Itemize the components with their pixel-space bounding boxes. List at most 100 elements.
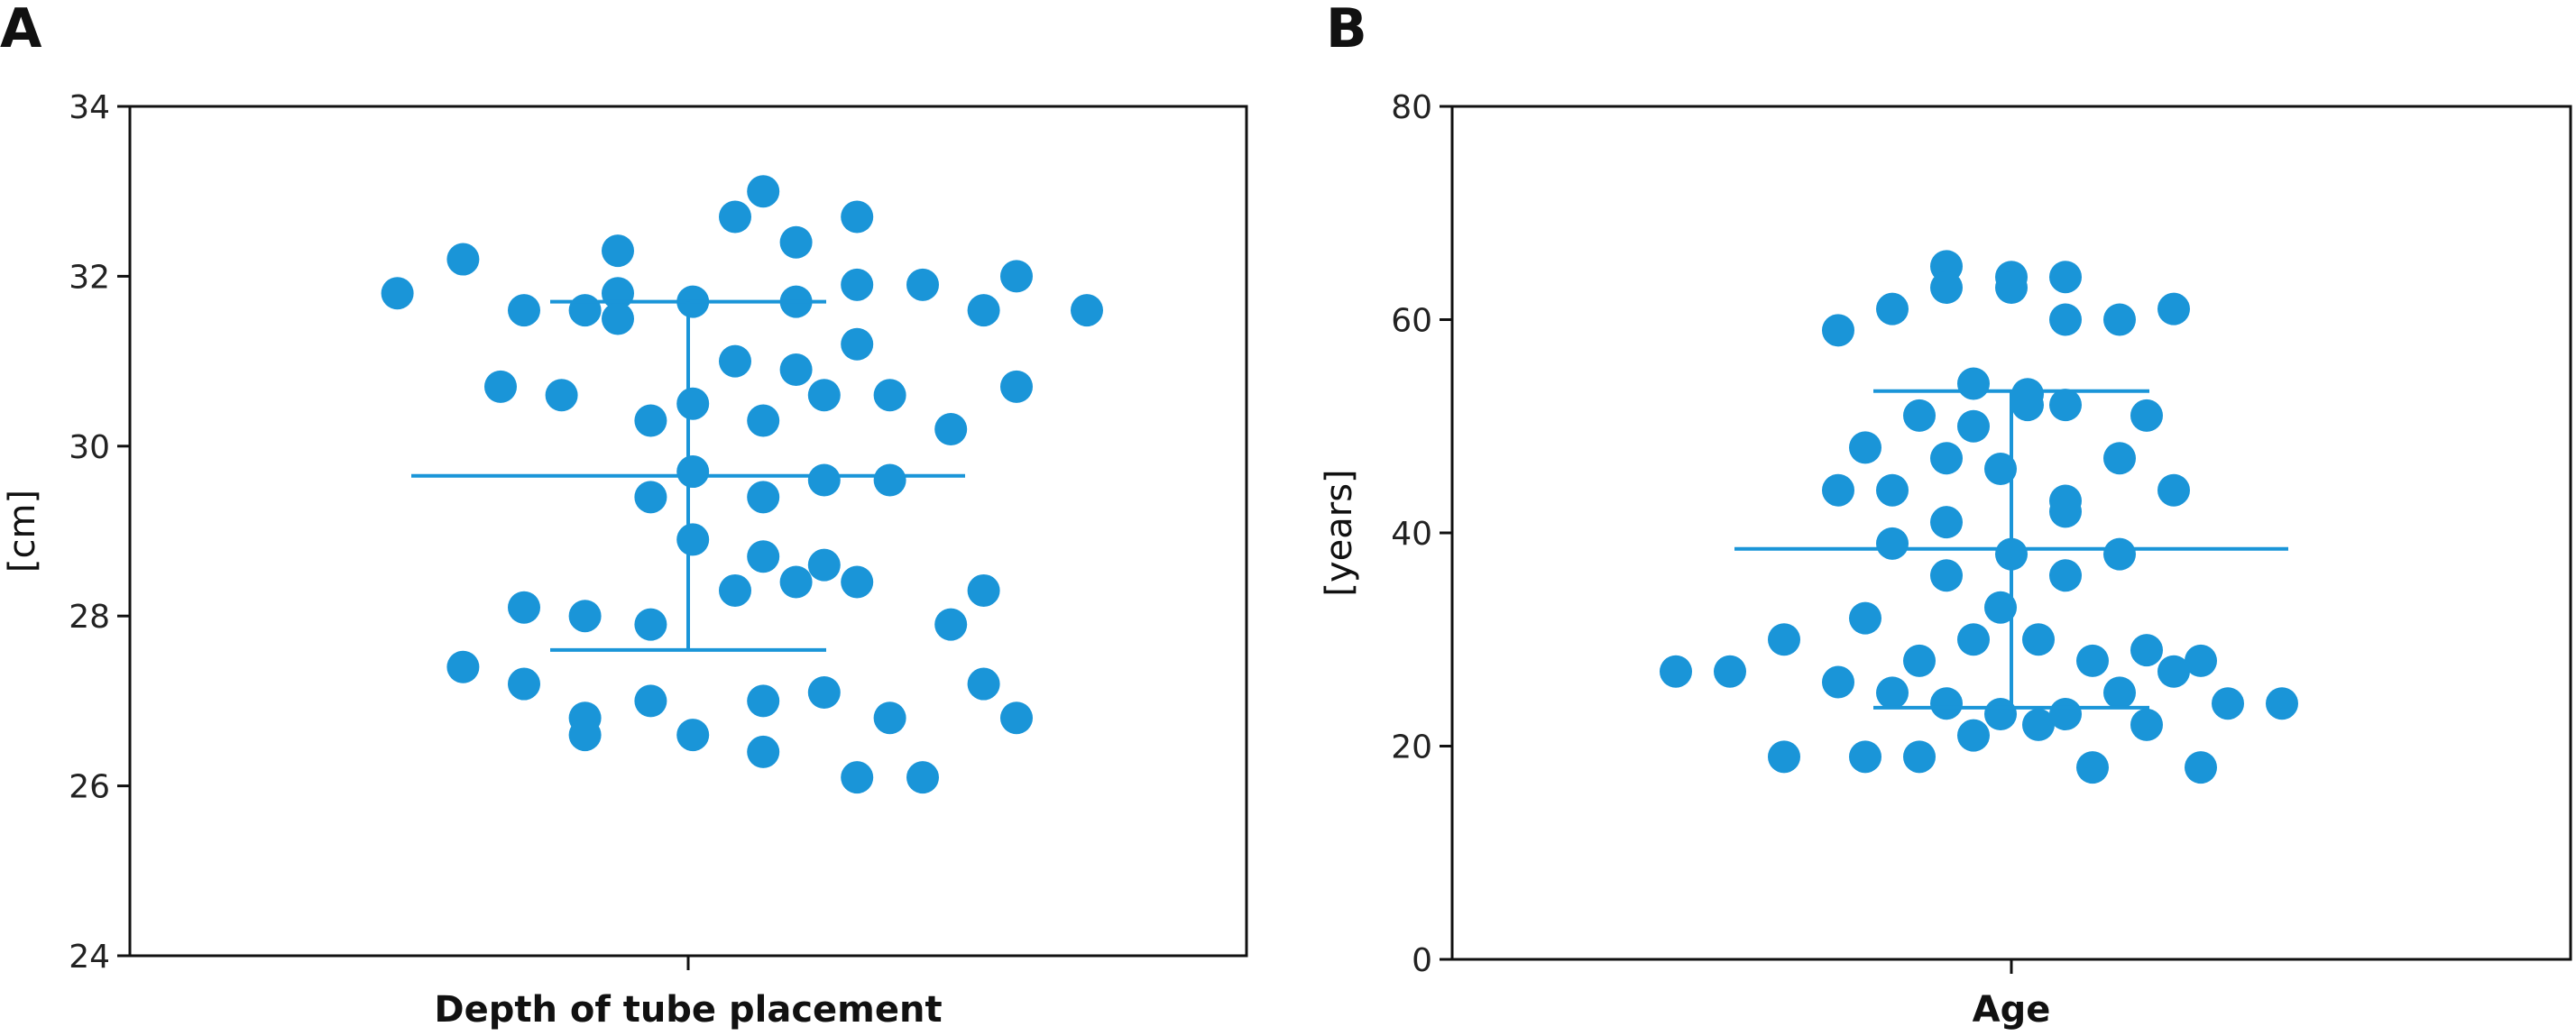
panel-a-data-point [508,667,540,701]
panel-a-data-point [634,404,667,437]
panel-b-data-point [2011,389,2044,422]
panel-a-data-point [807,675,841,709]
panel-b-data-point [2049,495,2082,528]
panel-b-data-point [1995,271,2028,305]
panel-a-data-point [1071,294,1103,327]
panel-a-data-point [1000,701,1033,735]
panel-a-points [381,175,1103,794]
panel-b-data-point [1849,601,1881,635]
panel-a-y-tick-label: 30 [69,429,110,466]
panel-a-data-point [967,667,1000,701]
panel-b-stats [1734,389,2288,710]
panel-a-letter: A [0,0,42,60]
panel-b-data-point [2212,687,2244,720]
panel-a-y-tick-label: 32 [69,259,110,296]
panel-a-data-point [779,565,813,599]
panel-b-data-point [2103,676,2136,710]
panel-b-y-tick-label: 20 [1391,729,1432,766]
panel-a-data-point [602,234,634,268]
panel-b-data-point [2103,442,2136,475]
panel-a-y-tick-label: 34 [69,89,110,126]
panel-b-data-point [2157,655,2190,688]
panel-b-data-point [2103,537,2136,571]
panel-b-data-point [2049,261,2082,294]
panel-a-data-point [807,463,841,497]
panel-a-data-point [446,650,480,683]
panel-a-data-point [747,404,780,437]
panel-a-data-point [634,481,667,514]
panel-b-data-point [2076,751,2109,784]
panel-b-data-point [1984,453,2017,486]
panel-b: B 0 20 40 60 80 Age [years] [1319,0,2572,1031]
panel-b-data-point [1930,271,1963,305]
panel-a-data-point [906,761,939,794]
panel-a-data-point [508,591,540,624]
panel-b-data-point [2157,473,2190,507]
panel-a-y-tick-label: 28 [69,599,110,636]
panel-b-data-point [2185,644,2217,677]
panel-a-data-point [807,379,841,412]
panel-a-data-point [1000,370,1033,403]
panel-a-y-tick-label: 24 [69,939,110,976]
panel-b-data-point [2049,389,2082,422]
panel-a-data-point [568,600,602,633]
panel-b-y-tick-label: 80 [1391,89,1432,126]
panel-b-data-point [2130,708,2163,741]
panel-b-data-point [1876,292,1909,325]
panel-a-data-point [719,344,751,378]
panel-a-data-point [841,200,874,234]
panel-a-data-point [841,268,874,301]
panel-a-y-tick-label: 26 [69,769,110,806]
panel-b-y-label: [years] [1319,469,1360,596]
panel-b-data-point [2130,634,2163,667]
panel-a-data-point [676,455,710,489]
panel-a-data-point [906,268,939,301]
panel-b-data-point [1768,623,1800,656]
panel-b-data-point [2103,303,2136,336]
panel-a-data-point [747,684,780,718]
panel-b-data-point [1903,644,1936,677]
panel-a-data-point [719,200,751,234]
panel-a-data-point [747,175,780,208]
panel-a-data-point [484,370,517,403]
panel-b-data-point [1822,473,1854,507]
panel-a-data-point [676,719,710,752]
panel-b-data-point [2157,292,2190,325]
panel-b-data-point [1984,591,2017,624]
panel-a-y-axis: 24 26 28 30 32 34 [69,89,130,976]
panel-b-y-tick-label: 0 [1412,942,1432,979]
panel-b-data-point [1849,740,1881,774]
panel-a-data-point [1000,260,1033,293]
panel-a-data-point [634,608,667,641]
panel-b-points [1660,250,2298,784]
panel-a-data-point [841,327,874,361]
panel-b-x-label: Age [1973,989,2051,1031]
panel-b-data-point [1768,740,1800,774]
panel-b-data-point [1660,655,1692,688]
panel-b-data-point [2266,687,2298,720]
panel-b-data-point [2185,751,2217,784]
panel-a-data-point [873,701,906,735]
panel-a-data-point [779,353,813,387]
panel-b-data-point [1876,676,1909,710]
panel-b-data-point [1849,431,1881,464]
panel-a-data-point [508,294,540,327]
panel-b-data-point [1957,367,1990,400]
panel-b-data-point [1876,473,1909,507]
panel-b-data-point [2022,623,2055,656]
panel-a-y-label: [cm] [2,490,43,573]
panel-b-data-point [1903,740,1936,774]
panel-b-data-point [2049,303,2082,336]
panel-a-data-point [545,379,578,412]
panel-a-data-point [873,379,906,412]
panel-b-data-point [2049,559,2082,592]
panel-b-data-point [1957,623,1990,656]
panel-b-data-point [1957,719,1990,752]
panel-b-letter: B [1326,0,1367,60]
panel-b-data-point [1822,665,1854,699]
panel-a-data-point [807,548,841,582]
panel-a-stats [411,299,965,652]
panel-b-data-point [2049,698,2082,731]
panel-b-data-point [2130,399,2163,432]
